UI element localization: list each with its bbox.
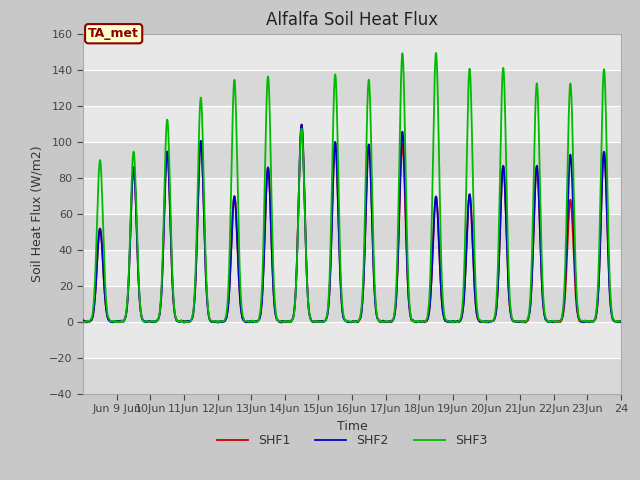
SHF1	[385, 319, 392, 324]
SHF2	[617, 318, 625, 324]
Bar	[83, 106, 621, 142]
SHF1	[617, 319, 625, 324]
Title: Alfalfa Soil Heat Flux: Alfalfa Soil Heat Flux	[266, 11, 438, 29]
Line: SHF3: SHF3	[83, 53, 621, 323]
SHF2	[133, 234, 141, 240]
Bar	[83, 178, 621, 214]
Line: SHF1: SHF1	[83, 124, 621, 323]
SHF1	[545, 319, 552, 325]
SHF1	[133, 233, 141, 239]
SHF2	[610, 318, 618, 324]
SHF2	[249, 319, 257, 325]
Bar	[83, 70, 621, 106]
SHF1	[79, 317, 87, 323]
SHF3	[432, 50, 440, 56]
Bar	[83, 286, 621, 322]
SHF1	[298, 121, 305, 127]
SHF3	[180, 320, 188, 325]
Line: SHF2: SHF2	[83, 125, 621, 323]
Text: TA_met: TA_met	[88, 27, 139, 40]
X-axis label: Time: Time	[337, 420, 367, 432]
SHF1	[250, 319, 257, 325]
Y-axis label: Soil Heat Flux (W/m2): Soil Heat Flux (W/m2)	[31, 145, 44, 282]
Bar	[83, 358, 621, 394]
SHF2	[79, 318, 87, 324]
Bar	[83, 34, 621, 70]
SHF1	[610, 318, 618, 324]
SHF3	[610, 317, 618, 323]
SHF1	[214, 320, 222, 325]
SHF3	[133, 224, 141, 230]
SHF3	[515, 319, 522, 324]
Bar	[83, 250, 621, 286]
SHF3	[617, 318, 625, 324]
SHF3	[79, 319, 87, 325]
SHF2	[298, 122, 305, 128]
SHF2	[515, 318, 522, 324]
SHF3	[385, 319, 392, 324]
Bar	[83, 214, 621, 250]
SHF2	[484, 320, 492, 325]
SHF1	[515, 319, 522, 324]
SHF3	[545, 319, 552, 325]
SHF2	[385, 319, 392, 325]
Bar	[83, 322, 621, 358]
Bar	[83, 142, 621, 178]
Legend: SHF1, SHF2, SHF3: SHF1, SHF2, SHF3	[212, 429, 492, 452]
SHF2	[545, 319, 552, 324]
SHF3	[250, 319, 257, 324]
